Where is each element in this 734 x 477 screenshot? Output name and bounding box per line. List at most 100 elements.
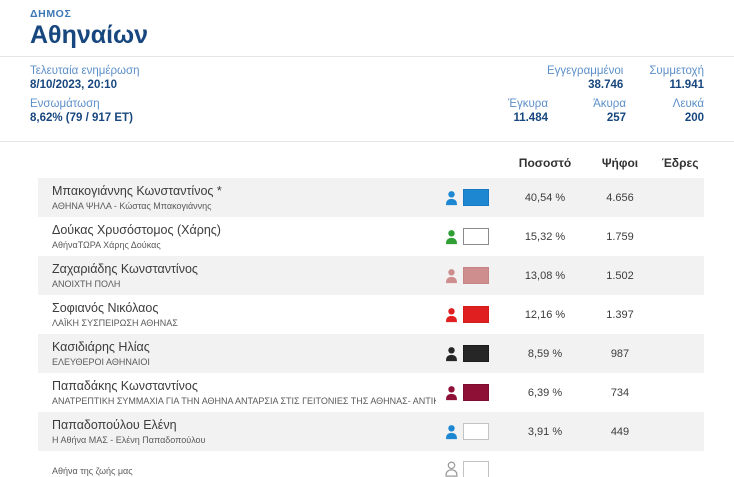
person-icon xyxy=(446,268,457,283)
party-color-box xyxy=(463,460,489,477)
votes-value: 987 xyxy=(610,347,630,360)
party-name: ΑΝΟΙΧΤΗ ΠΟΛΗ xyxy=(52,279,121,289)
last-update-label: Τελευταία ενημέρωση xyxy=(30,65,140,77)
candidate-row[interactable]: Αθήνα της ζωής μας xyxy=(38,451,704,477)
votes-value: 1.397 xyxy=(606,308,634,321)
party-color-box xyxy=(463,267,489,284)
percent-value: 6,39 % xyxy=(527,386,563,399)
candidate-name: Παπαδοπούλου Ελένη xyxy=(52,418,177,432)
stats-row-top: Εγγεγραμμένοι 38.746 Συμμετοχή 11.941 xyxy=(470,65,704,91)
candidate-name: Κασιδιάρης Ηλίας xyxy=(52,340,150,354)
registered-stat: Εγγεγραμμένοι 38.746 xyxy=(547,65,623,91)
votes-column-header: Ψήφοι xyxy=(601,156,639,170)
candidate-info: Σοφιανός Νικόλαος ΛΑΪΚΗ ΣΥΣΠΕΙΡΩΣΗ ΑΘΗΝΑΣ xyxy=(52,301,444,328)
person-icon xyxy=(446,424,457,439)
candidate-row[interactable]: Παπαδοπούλου Ελένη Η Αθήνα ΜΑΣ - Ελένη Πα… xyxy=(38,412,704,451)
party-color-box xyxy=(463,384,489,401)
percent-value: 8,59 % xyxy=(527,347,563,360)
incorporation-stat: Ενσωμάτωση 8,62% (79 / 917 ΕΤ) xyxy=(30,98,140,124)
invalid-stat: Άκυρα 257 xyxy=(574,98,626,124)
seats-column-header: Έδρες xyxy=(661,156,699,170)
person-icon xyxy=(445,461,458,477)
party-color-box xyxy=(463,423,489,440)
support-icons xyxy=(444,306,506,323)
stats-left: Τελευταία ενημέρωση 8/10/2023, 20:10 Ενσ… xyxy=(30,65,140,131)
percent-value: 13,08 % xyxy=(524,269,566,282)
votes-value: 449 xyxy=(610,425,630,438)
table-header-row: Ποσοστό Ψήφοι Έδρες xyxy=(0,148,734,178)
party-name: Η Αθήνα ΜΑΣ - Ελένη Παπαδοπούλου xyxy=(52,435,206,445)
candidate-name: Ζαχαριάδης Κωνσταντίνος xyxy=(52,262,198,276)
support-icons xyxy=(444,345,506,362)
candidate-info: Δούκας Χρυσόστομος (Χάρης) ΑθήναΤΩΡΑ Χάρη… xyxy=(52,223,444,250)
candidate-row[interactable]: Δούκας Χρυσόστομος (Χάρης) ΑθήναΤΩΡΑ Χάρη… xyxy=(38,217,704,256)
support-icons xyxy=(444,460,506,477)
party-name: ΑθήναΤΩΡΑ Χάρης Δούκας xyxy=(52,240,161,250)
support-icons xyxy=(444,423,506,440)
candidate-row[interactable]: Σοφιανός Νικόλαος ΛΑΪΚΗ ΣΥΣΠΕΙΡΩΣΗ ΑΘΗΝΑΣ… xyxy=(38,295,704,334)
candidate-row[interactable]: Μπακογιάννης Κωνσταντίνος * ΑΘΗΝΑ ΨΗΛΑ - … xyxy=(38,178,704,217)
blank-label: Λευκά xyxy=(672,98,704,110)
incorporation-label: Ενσωμάτωση xyxy=(30,98,100,110)
invalid-value: 257 xyxy=(606,112,626,124)
person-icon xyxy=(446,385,457,400)
blank-stat: Λευκά 200 xyxy=(652,98,704,124)
stats-strip: Τελευταία ενημέρωση 8/10/2023, 20:10 Ενσ… xyxy=(0,57,734,142)
municipality-type-label: ΔΗΜΟΣ xyxy=(30,8,72,20)
party-name: ΑΝΑΤΡΕΠΤΙΚΗ ΣΥΜΜΑΧΙΑ ΓΙΑ ΤΗΝ ΑΘΗΝΑ ΑΝΤΑΡ… xyxy=(52,396,436,406)
page-header: ΔΗΜΟΣ Αθηναίων xyxy=(0,0,734,57)
candidate-info: Κασιδιάρης Ηλίας ΕΛΕΥΘΕΡΟΙ ΑΘΗΝΑΙΟΙ xyxy=(52,340,444,367)
table-body: Μπακογιάννης Κωνσταντίνος * ΑΘΗΝΑ ΨΗΛΑ - … xyxy=(38,178,704,477)
incorporation-value: 8,62% (79 / 917 ΕΤ) xyxy=(30,112,133,124)
percent-value: 3,91 % xyxy=(527,425,563,438)
candidate-row[interactable]: Κασιδιάρης Ηλίας ΕΛΕΥΘΕΡΟΙ ΑΘΗΝΑΙΟΙ 8,59 %… xyxy=(38,334,704,373)
stats-row-bottom: Έγκυρα 11.484 Άκυρα 257 Λευκά 200 xyxy=(470,98,704,124)
votes-value: 1.502 xyxy=(606,269,634,282)
votes-value: 1.759 xyxy=(606,230,634,243)
votes-value: 734 xyxy=(610,386,630,399)
candidate-info: Παπαδάκης Κωνσταντίνος ΑΝΑΤΡΕΠΤΙΚΗ ΣΥΜΜΑΧ… xyxy=(52,379,444,406)
person-icon xyxy=(446,307,457,322)
valid-value: 11.484 xyxy=(513,112,548,124)
votes-value: 4.656 xyxy=(606,191,634,204)
results-table: Ποσοστό Ψήφοι Έδρες Μπακογιάννης Κωνσταν… xyxy=(0,142,734,477)
party-color-box xyxy=(463,228,489,245)
party-color-box xyxy=(463,189,489,206)
page-title: Αθηναίων xyxy=(30,21,149,49)
party-name: ΕΛΕΥΘΕΡΟΙ ΑΘΗΝΑΙΟΙ xyxy=(52,357,150,367)
candidate-row[interactable]: Παπαδάκης Κωνσταντίνος ΑΝΑΤΡΕΠΤΙΚΗ ΣΥΜΜΑΧ… xyxy=(38,373,704,412)
valid-stat: Έγκυρα 11.484 xyxy=(496,98,548,124)
candidate-info: Αθήνα της ζωής μας xyxy=(52,463,444,476)
party-name: ΛΑΪΚΗ ΣΥΣΠΕΙΡΩΣΗ ΑΘΗΝΑΣ xyxy=(52,318,178,328)
candidate-name: Δούκας Χρυσόστομος (Χάρης) xyxy=(52,223,221,237)
turnout-stat: Συμμετοχή 11.941 xyxy=(649,65,704,91)
stats-right: Εγγεγραμμένοι 38.746 Συμμετοχή 11.941 Έγ… xyxy=(470,65,704,131)
party-color-box xyxy=(463,345,489,362)
turnout-value: 11.941 xyxy=(669,79,704,91)
person-icon xyxy=(446,229,457,244)
support-icons xyxy=(444,189,506,206)
percent-value: 12,16 % xyxy=(524,308,566,321)
support-icons xyxy=(444,384,506,401)
last-update-stat: Τελευταία ενημέρωση 8/10/2023, 20:10 xyxy=(30,65,140,91)
candidate-info: Μπακογιάννης Κωνσταντίνος * ΑΘΗΝΑ ΨΗΛΑ - … xyxy=(52,184,444,211)
party-color-box xyxy=(463,306,489,323)
percent-value: 40,54 % xyxy=(524,191,566,204)
registered-label: Εγγεγραμμένοι xyxy=(546,65,624,77)
last-update-value: 8/10/2023, 20:10 xyxy=(30,79,117,91)
valid-label: Έγκυρα xyxy=(508,98,548,110)
person-icon xyxy=(446,190,457,205)
turnout-label: Συμμετοχή xyxy=(649,65,704,77)
blank-value: 200 xyxy=(684,112,704,124)
invalid-label: Άκυρα xyxy=(593,98,626,110)
percent-value: 15,32 % xyxy=(524,230,566,243)
registered-value: 38.746 xyxy=(588,79,624,91)
candidate-info: Παπαδοπούλου Ελένη Η Αθήνα ΜΑΣ - Ελένη Πα… xyxy=(52,418,444,445)
candidate-info: Ζαχαριάδης Κωνσταντίνος ΑΝΟΙΧΤΗ ΠΟΛΗ xyxy=(52,262,444,289)
support-icons xyxy=(444,267,506,284)
person-icon xyxy=(446,346,457,361)
candidate-row[interactable]: Ζαχαριάδης Κωνσταντίνος ΑΝΟΙΧΤΗ ΠΟΛΗ 13,08… xyxy=(38,256,704,295)
candidate-name: Μπακογιάννης Κωνσταντίνος * xyxy=(52,184,222,198)
party-name: Αθήνα της ζωής μας xyxy=(52,465,133,476)
